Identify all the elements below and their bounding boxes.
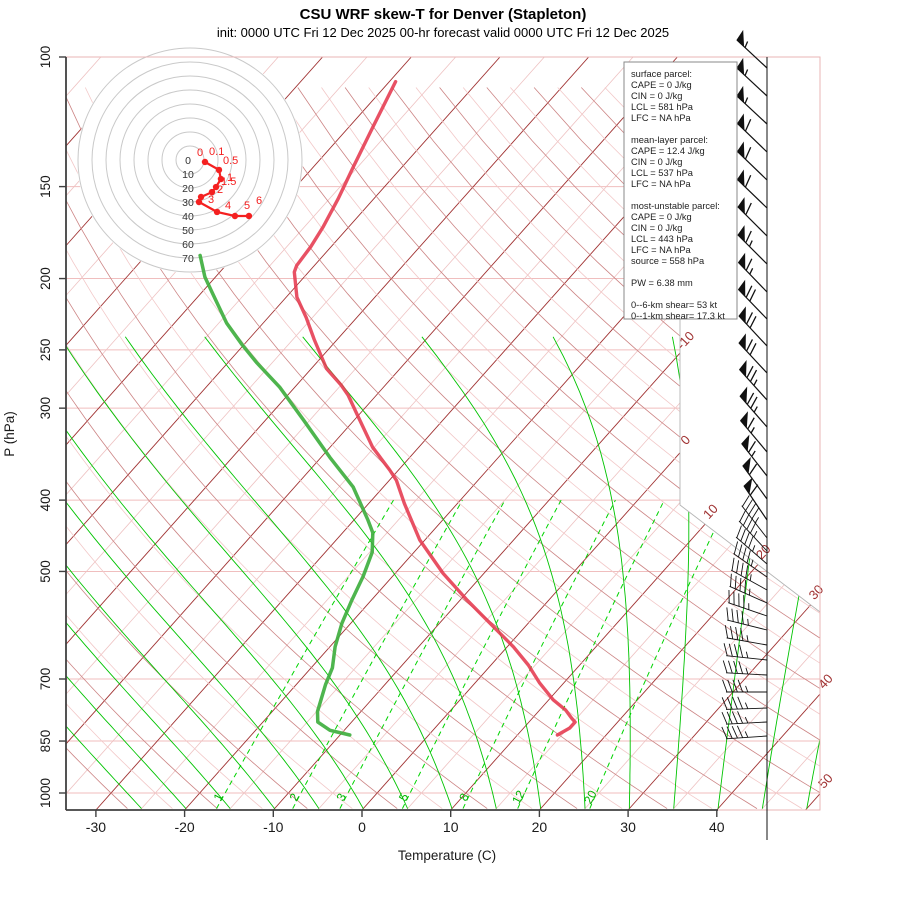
info-line: LFC = NA hPa bbox=[631, 179, 692, 189]
info-line: 0--1-km shear= 17.3 kt bbox=[631, 311, 725, 321]
hodograph-point bbox=[214, 209, 220, 215]
y-tick-label: 850 bbox=[38, 730, 53, 753]
info-line: CAPE = 12.4 J/kg bbox=[631, 146, 705, 156]
y-axis-label: P (hPa) bbox=[2, 411, 17, 457]
hodograph-ring-label: 0 bbox=[185, 155, 191, 167]
hodograph-ring-label: 20 bbox=[182, 183, 194, 195]
hodograph-point-label: 2 bbox=[217, 184, 223, 196]
hodograph-point bbox=[246, 213, 252, 219]
hodograph-ring-label: 10 bbox=[182, 169, 194, 181]
info-line: PW = 6.38 mm bbox=[631, 278, 693, 288]
hodograph-ring-label: 50 bbox=[182, 225, 194, 237]
y-tick-label: 250 bbox=[38, 339, 53, 362]
hodograph-point-label: 5 bbox=[244, 200, 250, 212]
y-tick-label: 400 bbox=[38, 489, 53, 512]
y-tick-label: 1000 bbox=[38, 778, 53, 808]
chart-title: CSU WRF skew-T for Denver (Stapleton) bbox=[300, 6, 587, 23]
hodograph-point-label: 6 bbox=[256, 195, 262, 207]
y-tick-label: 500 bbox=[38, 560, 53, 583]
info-line: source = 558 hPa bbox=[631, 256, 705, 266]
hodograph-point bbox=[196, 199, 202, 205]
x-tick-label: 0 bbox=[358, 819, 366, 835]
hodograph-point-label: 1.5 bbox=[221, 176, 236, 188]
info-line: 0--6-km shear= 53 kt bbox=[631, 300, 717, 310]
hodograph-point-label: 3 bbox=[208, 194, 214, 206]
hodograph-point-label: 0.5 bbox=[223, 155, 238, 167]
hodograph-point-label: 4 bbox=[225, 200, 231, 212]
info-line: LCL = 443 hPa bbox=[631, 234, 694, 244]
x-tick-label: -20 bbox=[174, 819, 194, 835]
y-tick-label: 150 bbox=[38, 175, 53, 198]
info-line: mean-layer parcel: bbox=[631, 135, 708, 145]
y-tick-label: 100 bbox=[38, 46, 53, 69]
info-line: CAPE = 0 J/kg bbox=[631, 80, 692, 90]
hodograph-point-label: 0.1 bbox=[209, 146, 224, 158]
x-tick-label: -10 bbox=[263, 819, 283, 835]
x-tick-label: 40 bbox=[709, 819, 725, 835]
hodograph-ring-label: 30 bbox=[182, 197, 194, 209]
info-line: LFC = NA hPa bbox=[631, 113, 692, 123]
hodograph-point-label: 0 bbox=[197, 147, 203, 159]
hodograph-ring-label: 60 bbox=[182, 239, 194, 251]
info-line: CIN = 0 J/kg bbox=[631, 91, 682, 101]
x-tick-label: 10 bbox=[443, 819, 459, 835]
y-tick-label: 700 bbox=[38, 668, 53, 691]
hodograph-point bbox=[202, 159, 208, 165]
info-line: LCL = 537 hPa bbox=[631, 168, 694, 178]
info-line: most-unstable parcel: bbox=[631, 201, 720, 211]
hodograph-ring-label: 40 bbox=[182, 211, 194, 223]
x-axis-label: Temperature (C) bbox=[398, 848, 496, 863]
y-tick-label: 200 bbox=[38, 267, 53, 290]
info-line: CIN = 0 J/kg bbox=[631, 157, 682, 167]
y-tick-label: 300 bbox=[38, 397, 53, 420]
x-tick-label: 30 bbox=[620, 819, 636, 835]
hodograph-ring-label: 70 bbox=[182, 253, 194, 265]
chart-subtitle: init: 0000 UTC Fri 12 Dec 2025 00-hr for… bbox=[217, 25, 669, 40]
x-tick-label: 20 bbox=[532, 819, 548, 835]
hodograph-point bbox=[232, 213, 238, 219]
hodograph-point bbox=[216, 167, 222, 173]
info-line: CIN = 0 J/kg bbox=[631, 223, 682, 233]
info-line: LCL = 581 hPa bbox=[631, 102, 694, 112]
info-line: LFC = NA hPa bbox=[631, 245, 692, 255]
info-line: CAPE = 0 J/kg bbox=[631, 212, 692, 222]
x-tick-label: -30 bbox=[86, 819, 106, 835]
info-line: surface parcel: bbox=[631, 69, 692, 79]
